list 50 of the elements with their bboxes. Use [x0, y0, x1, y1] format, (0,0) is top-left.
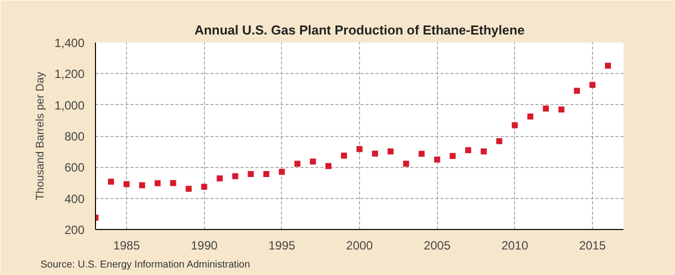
- point: [124, 181, 130, 188]
- y-tick-label: 200: [64, 223, 85, 237]
- chart-title: Annual U.S. Gas Plant Production of Ethane-Ethylene: [194, 22, 525, 38]
- point: [527, 114, 534, 120]
- point: [542, 106, 549, 112]
- x-tick-label: 2000: [346, 238, 374, 252]
- point: [139, 182, 146, 188]
- x-tick-label: 2015: [579, 238, 606, 252]
- point: [388, 148, 394, 154]
- point: [356, 146, 362, 152]
- y-tick-label: 1,400: [54, 36, 85, 50]
- x-tick-label: 1995: [268, 238, 296, 252]
- point: [450, 152, 456, 159]
- point: [480, 148, 487, 154]
- y-axis-title: Thousand Barrels per Day: [34, 71, 46, 200]
- x-tick-label: 2005: [424, 238, 451, 252]
- point: [403, 160, 410, 167]
- point: [201, 184, 208, 190]
- point: [325, 163, 332, 170]
- x-tick-label: 1985: [113, 238, 140, 252]
- point: [154, 180, 161, 186]
- source-note: Source: U.S. Energy Information Administration: [40, 260, 250, 270]
- x-tick-label: 1990: [190, 238, 218, 252]
- y-tick-label: 400: [64, 192, 85, 206]
- point: [170, 180, 176, 186]
- point: [186, 186, 192, 192]
- y-tick-label: 1,200: [54, 67, 85, 82]
- x-tick-label: 2010: [501, 238, 528, 252]
- point: [340, 152, 347, 159]
- y-tick-label: 600: [64, 160, 85, 175]
- point: [418, 150, 425, 157]
- point: [216, 175, 223, 182]
- point: [558, 106, 564, 113]
- point: [496, 138, 502, 144]
- point: [310, 158, 316, 165]
- point: [294, 160, 300, 167]
- point: [372, 150, 378, 157]
- point: [604, 62, 611, 69]
- y-tick-label: 1,000: [54, 98, 85, 112]
- point: [248, 171, 254, 178]
- point: [512, 122, 518, 128]
- point: [465, 147, 472, 154]
- point: [232, 173, 238, 180]
- point: [434, 156, 440, 163]
- point: [278, 168, 285, 175]
- point: [574, 88, 580, 94]
- point: [108, 178, 114, 185]
- point: [589, 82, 596, 88]
- y-tick-label: 800: [64, 130, 85, 144]
- point: [263, 171, 270, 178]
